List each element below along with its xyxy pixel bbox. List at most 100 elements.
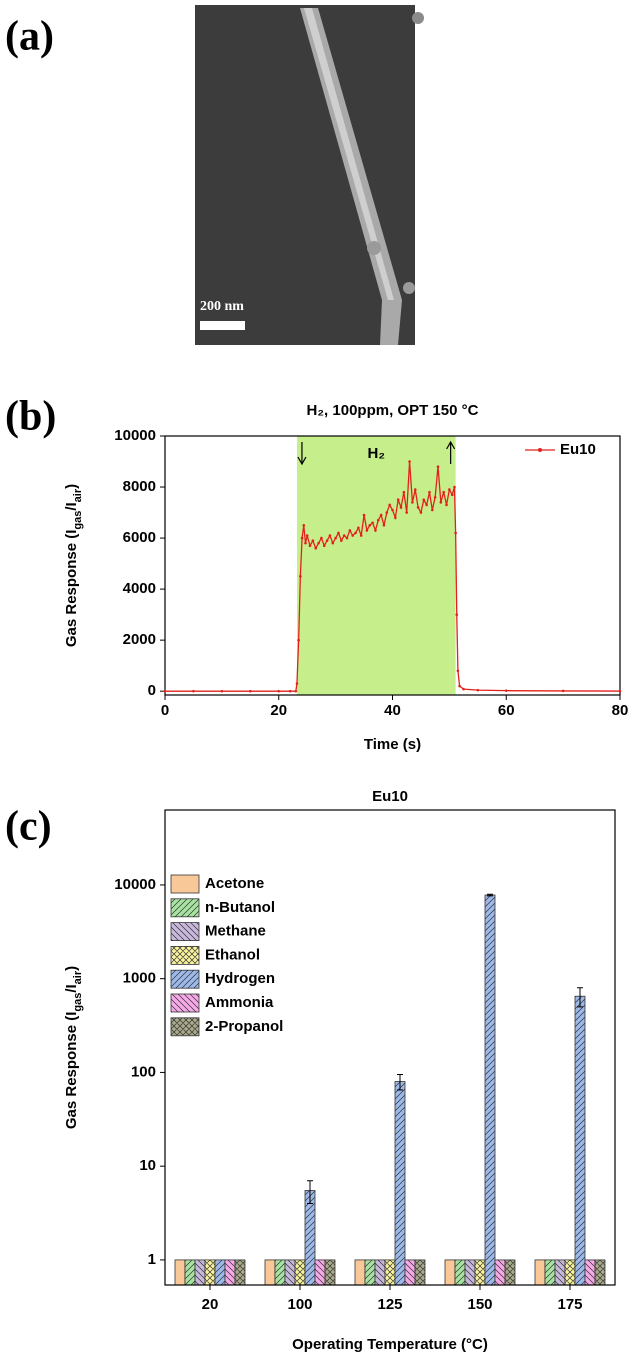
region-label: H₂ [368,445,386,462]
y-tick-label: 0 [148,682,156,699]
point [320,536,323,540]
x-axis-label: Operating Temperature (°C) [292,1336,488,1353]
y-tick-label: 8000 [123,478,156,495]
nanowire [300,8,402,345]
y-axis-label-part: ) [63,484,80,489]
bar [464,1259,476,1286]
bar [264,1259,276,1286]
point [359,534,363,537]
legend-swatch [170,969,200,989]
x-tick-label: 100 [287,1296,312,1313]
bar [414,1259,426,1286]
point [436,465,440,468]
y-axis-label-part: air [72,488,84,502]
error-bar [307,1180,313,1204]
point [351,534,354,537]
point [431,508,434,512]
bar [454,1259,466,1286]
point [439,501,443,504]
legend-label: Ammonia [205,994,274,1011]
point [388,503,391,507]
point [456,669,460,673]
bar [174,1259,186,1286]
particle [412,12,424,24]
bar [224,1259,236,1286]
point [408,460,411,463]
point [442,490,445,494]
y-tick-label: 6000 [123,529,156,546]
y-axis-label-part: ) [63,966,80,971]
error-bar [487,893,493,897]
scale-label: 200 nm [200,299,244,314]
point [382,524,386,527]
y-tick-label: 2000 [123,631,156,648]
y-tick-label: 10 [139,1157,156,1174]
point [399,506,403,509]
x-axis-label: Time (s) [364,736,421,753]
point [317,541,320,545]
bar [504,1259,516,1286]
y-axis-label-part: Gas Response (I [63,530,80,648]
scale-bar [200,321,245,330]
bar [294,1259,306,1286]
bar [554,1259,566,1286]
bar [354,1259,366,1286]
x-tick-label: 20 [270,702,287,719]
bar [494,1259,506,1286]
point [340,539,343,542]
point [342,534,346,537]
bar [384,1259,396,1286]
x-tick-label: 40 [384,702,401,719]
point [416,506,420,509]
point [368,524,372,527]
point [357,526,360,530]
bar [204,1259,216,1286]
x-tick-label: 80 [612,702,629,719]
point [445,503,448,507]
y-axis-label: Gas Response (Igas/Iair) [63,484,84,647]
point [192,689,195,693]
y-tick-label: 100 [131,1063,156,1080]
panel-label: (c) [5,804,52,850]
panel-label: (a) [5,14,54,60]
x-tick-label: 125 [377,1296,402,1313]
point [561,689,565,693]
point [314,546,318,550]
y-tick-label: 1000 [123,970,156,987]
chart-title: H₂, 100ppm, OPT 150 °C [307,402,479,419]
point [311,539,315,542]
bar [404,1259,416,1286]
point [405,511,409,514]
nanowire-highlight [304,8,394,300]
particle [367,241,381,255]
bar [534,1259,546,1286]
x-tick-label: 60 [498,702,515,719]
point [462,687,465,691]
sem-image: 200 nm [195,5,424,345]
point [304,541,307,545]
y-tick-label: 10000 [114,876,156,893]
point [476,688,480,692]
bar [364,1259,376,1286]
point [391,508,394,512]
legend-swatch [170,993,200,1013]
point [455,613,459,616]
arrow-out [446,440,456,464]
bar [594,1259,606,1286]
point [220,689,224,693]
bar [214,1259,226,1286]
point [297,638,300,642]
bar [324,1259,336,1286]
point [345,536,349,540]
arrow-in [297,442,307,466]
point [413,488,417,491]
x-tick-label: 150 [467,1296,492,1313]
legend-swatch [170,874,200,894]
bar [304,1190,316,1286]
bar [484,894,496,1286]
point [385,511,389,514]
particle [403,282,415,294]
bar [194,1259,206,1286]
bar [284,1259,296,1286]
plot-frame [164,809,616,1286]
